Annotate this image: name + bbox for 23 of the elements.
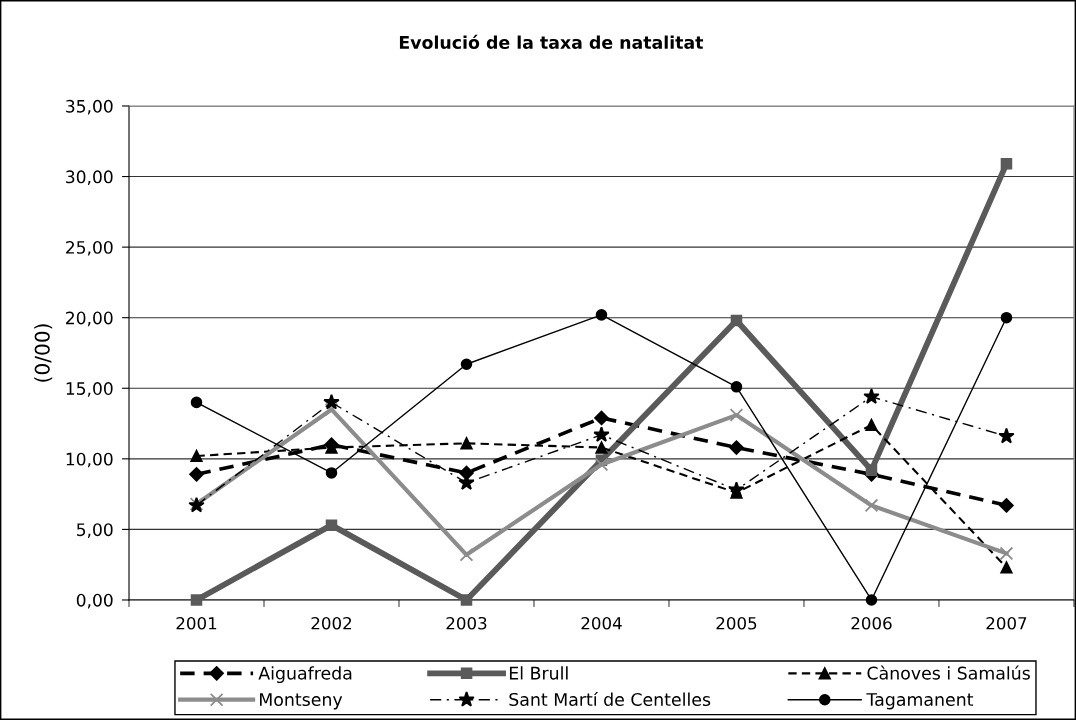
x-tick-label: 2005 [716, 616, 757, 630]
y-tick-label: 20,00 [66, 311, 113, 327]
x-tick-label: 2004 [581, 616, 622, 630]
y-tick-label: 5,00 [77, 523, 113, 538]
legend-label: Montseny [259, 693, 343, 710]
y-axis-title: (0/00) [34, 324, 53, 382]
x-tick-label: 2001 [176, 616, 217, 630]
legend-label: El Brull [509, 666, 568, 680]
legend-label: Aiguafreda [258, 666, 352, 684]
legend-label: Cànoves i Samalús [867, 665, 1030, 680]
y-tick-label: 10,00 [66, 452, 113, 468]
legend-label: Tagamanent [866, 693, 974, 710]
x-tick-label: 2003 [446, 616, 487, 630]
y-tick-label: 15,00 [66, 382, 113, 397]
x-tick-label: 2002 [311, 616, 352, 630]
x-tick-label: 2007 [986, 616, 1027, 630]
y-tick-label: 25,00 [66, 240, 113, 256]
legend-label: Sant Martí de Centelles [509, 691, 711, 707]
chart-title: Evolució de la taxa de natalitat [399, 34, 704, 49]
x-tick-label: 2006 [851, 616, 892, 630]
y-tick-label: 30,00 [66, 170, 113, 186]
y-tick-label: 35,00 [66, 99, 113, 115]
y-tick-label: 0,00 [76, 593, 113, 609]
